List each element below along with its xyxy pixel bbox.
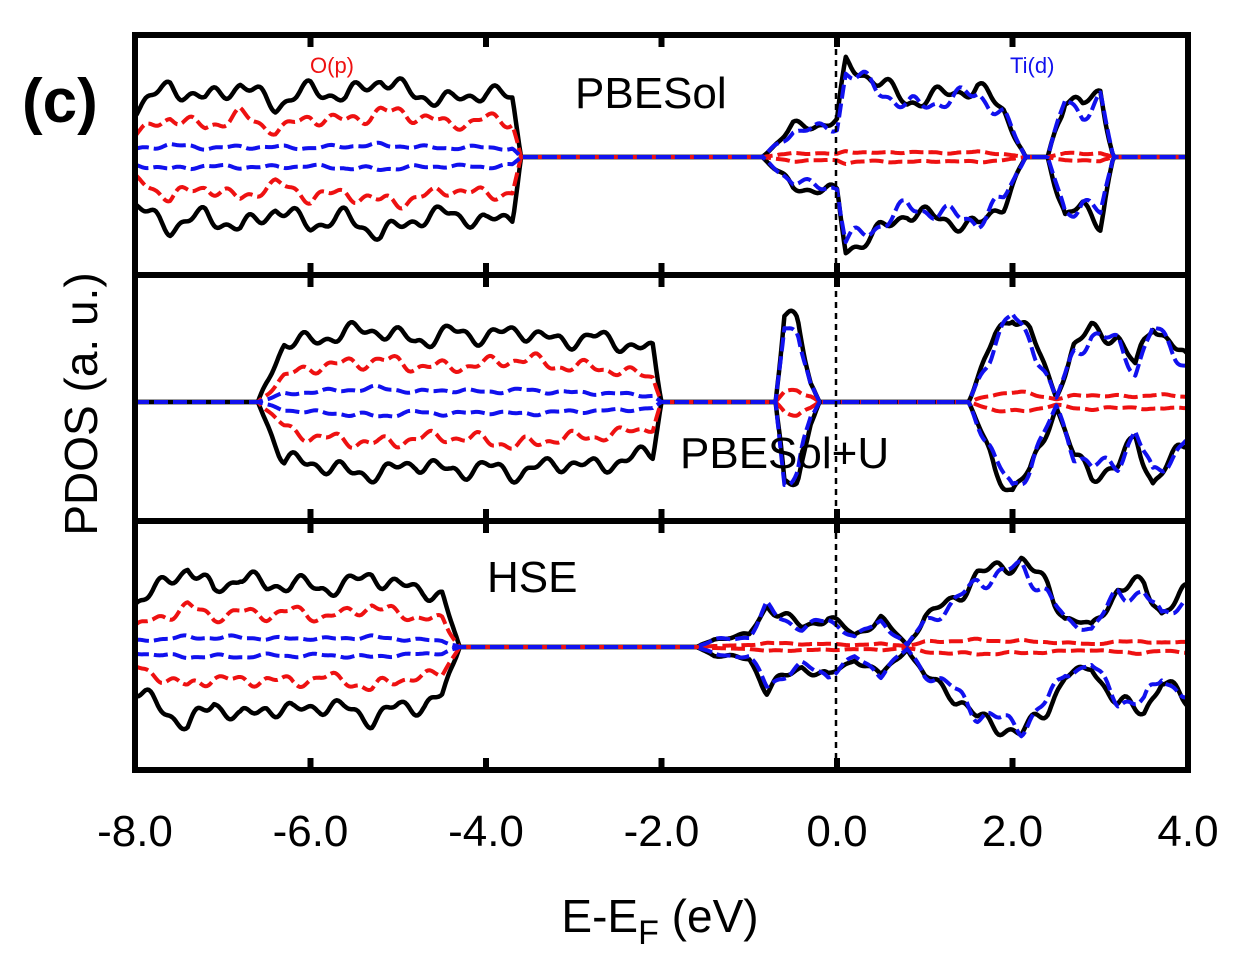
x-axis-label-main: E-E xyxy=(561,890,638,942)
series-op-down-panel-0 xyxy=(133,155,1189,211)
x-tick-labels-group: -8.0 -6.0 -4.0 -2.0 0.0 2.0 4.0 xyxy=(97,807,1219,856)
panel-0 xyxy=(133,54,1189,256)
panel-1 xyxy=(134,308,1190,493)
series-op-down-panel-2 xyxy=(134,645,1189,692)
x-tick-label-2: -4.0 xyxy=(448,807,524,856)
series-total-up-panel-1 xyxy=(134,308,1190,405)
y-axis-label: PDOS (a. u.) xyxy=(55,272,107,535)
panel-letter: (c) xyxy=(22,67,98,136)
series-tid-up-panel-2 xyxy=(134,559,1189,649)
series-total-up-panel-2 xyxy=(133,555,1189,650)
x-tick-label-3: -2.0 xyxy=(624,807,700,856)
x-tick-label-0: -8.0 xyxy=(97,807,173,856)
series-total-down-panel-0 xyxy=(134,154,1189,256)
x-tick-label-6: 4.0 xyxy=(1157,807,1218,856)
x-ticks-group xyxy=(132,35,1191,770)
x-axis-label-subscript: F xyxy=(638,914,659,952)
x-tick-label-5: 2.0 xyxy=(982,807,1043,856)
x-tick-label-1: -6.0 xyxy=(273,807,349,856)
x-tick-label-4: 0.0 xyxy=(806,807,867,856)
series-tid-down-panel-2 xyxy=(134,645,1190,739)
series-tid-down-panel-1 xyxy=(134,400,1190,487)
series-op-up-panel-2 xyxy=(133,600,1189,649)
panel-label-pbesol-u: PBESol+U xyxy=(680,429,889,478)
panel-label-pbesol: PBESol xyxy=(575,69,727,118)
series-op-up-panel-0 xyxy=(133,105,1189,159)
legend-label-tid: Ti(d) xyxy=(1010,53,1054,78)
panel-2 xyxy=(133,555,1190,739)
x-axis-label: E-EF (eV) xyxy=(561,890,758,952)
x-axis-label-suffix: (eV) xyxy=(659,890,759,942)
panels-group xyxy=(133,54,1190,739)
series-tid-down-panel-0 xyxy=(134,155,1189,244)
legend-label-op: O(p) xyxy=(310,53,354,78)
panel-label-hse: HSE xyxy=(487,553,577,602)
